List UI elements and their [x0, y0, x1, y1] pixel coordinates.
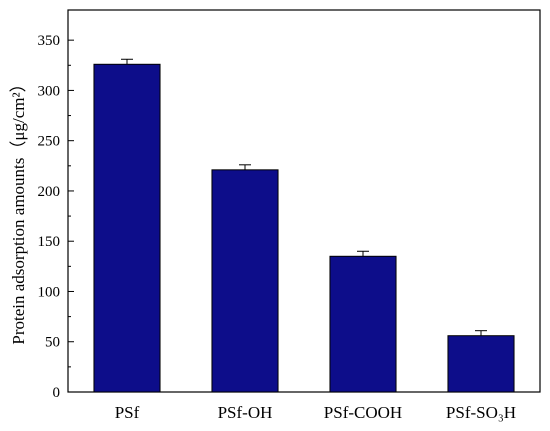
bar-0 [93, 63, 161, 393]
x-category-label: PSf [115, 403, 140, 422]
x-category-label: PSf-SO₃H [446, 403, 516, 422]
y-axis-title: Protein adsorption amounts（μg/cm²） [9, 75, 28, 344]
y-tick-label: 200 [38, 184, 61, 200]
y-tick-label: 300 [38, 83, 61, 99]
x-category-label: PSf-COOH [324, 403, 402, 422]
x-category-label: PSf-OH [218, 403, 273, 422]
bar-2 [329, 255, 397, 393]
plot-frame [67, 9, 541, 393]
y-tick-label: 100 [38, 284, 61, 300]
y-tick-label: 150 [38, 234, 61, 250]
bar-1 [211, 169, 279, 393]
y-tick-label: 50 [45, 335, 60, 351]
y-tick-label: 0 [53, 385, 61, 401]
y-tick-label: 350 [38, 33, 61, 49]
y-tick-label: 250 [38, 134, 61, 150]
bar-3 [447, 335, 515, 393]
